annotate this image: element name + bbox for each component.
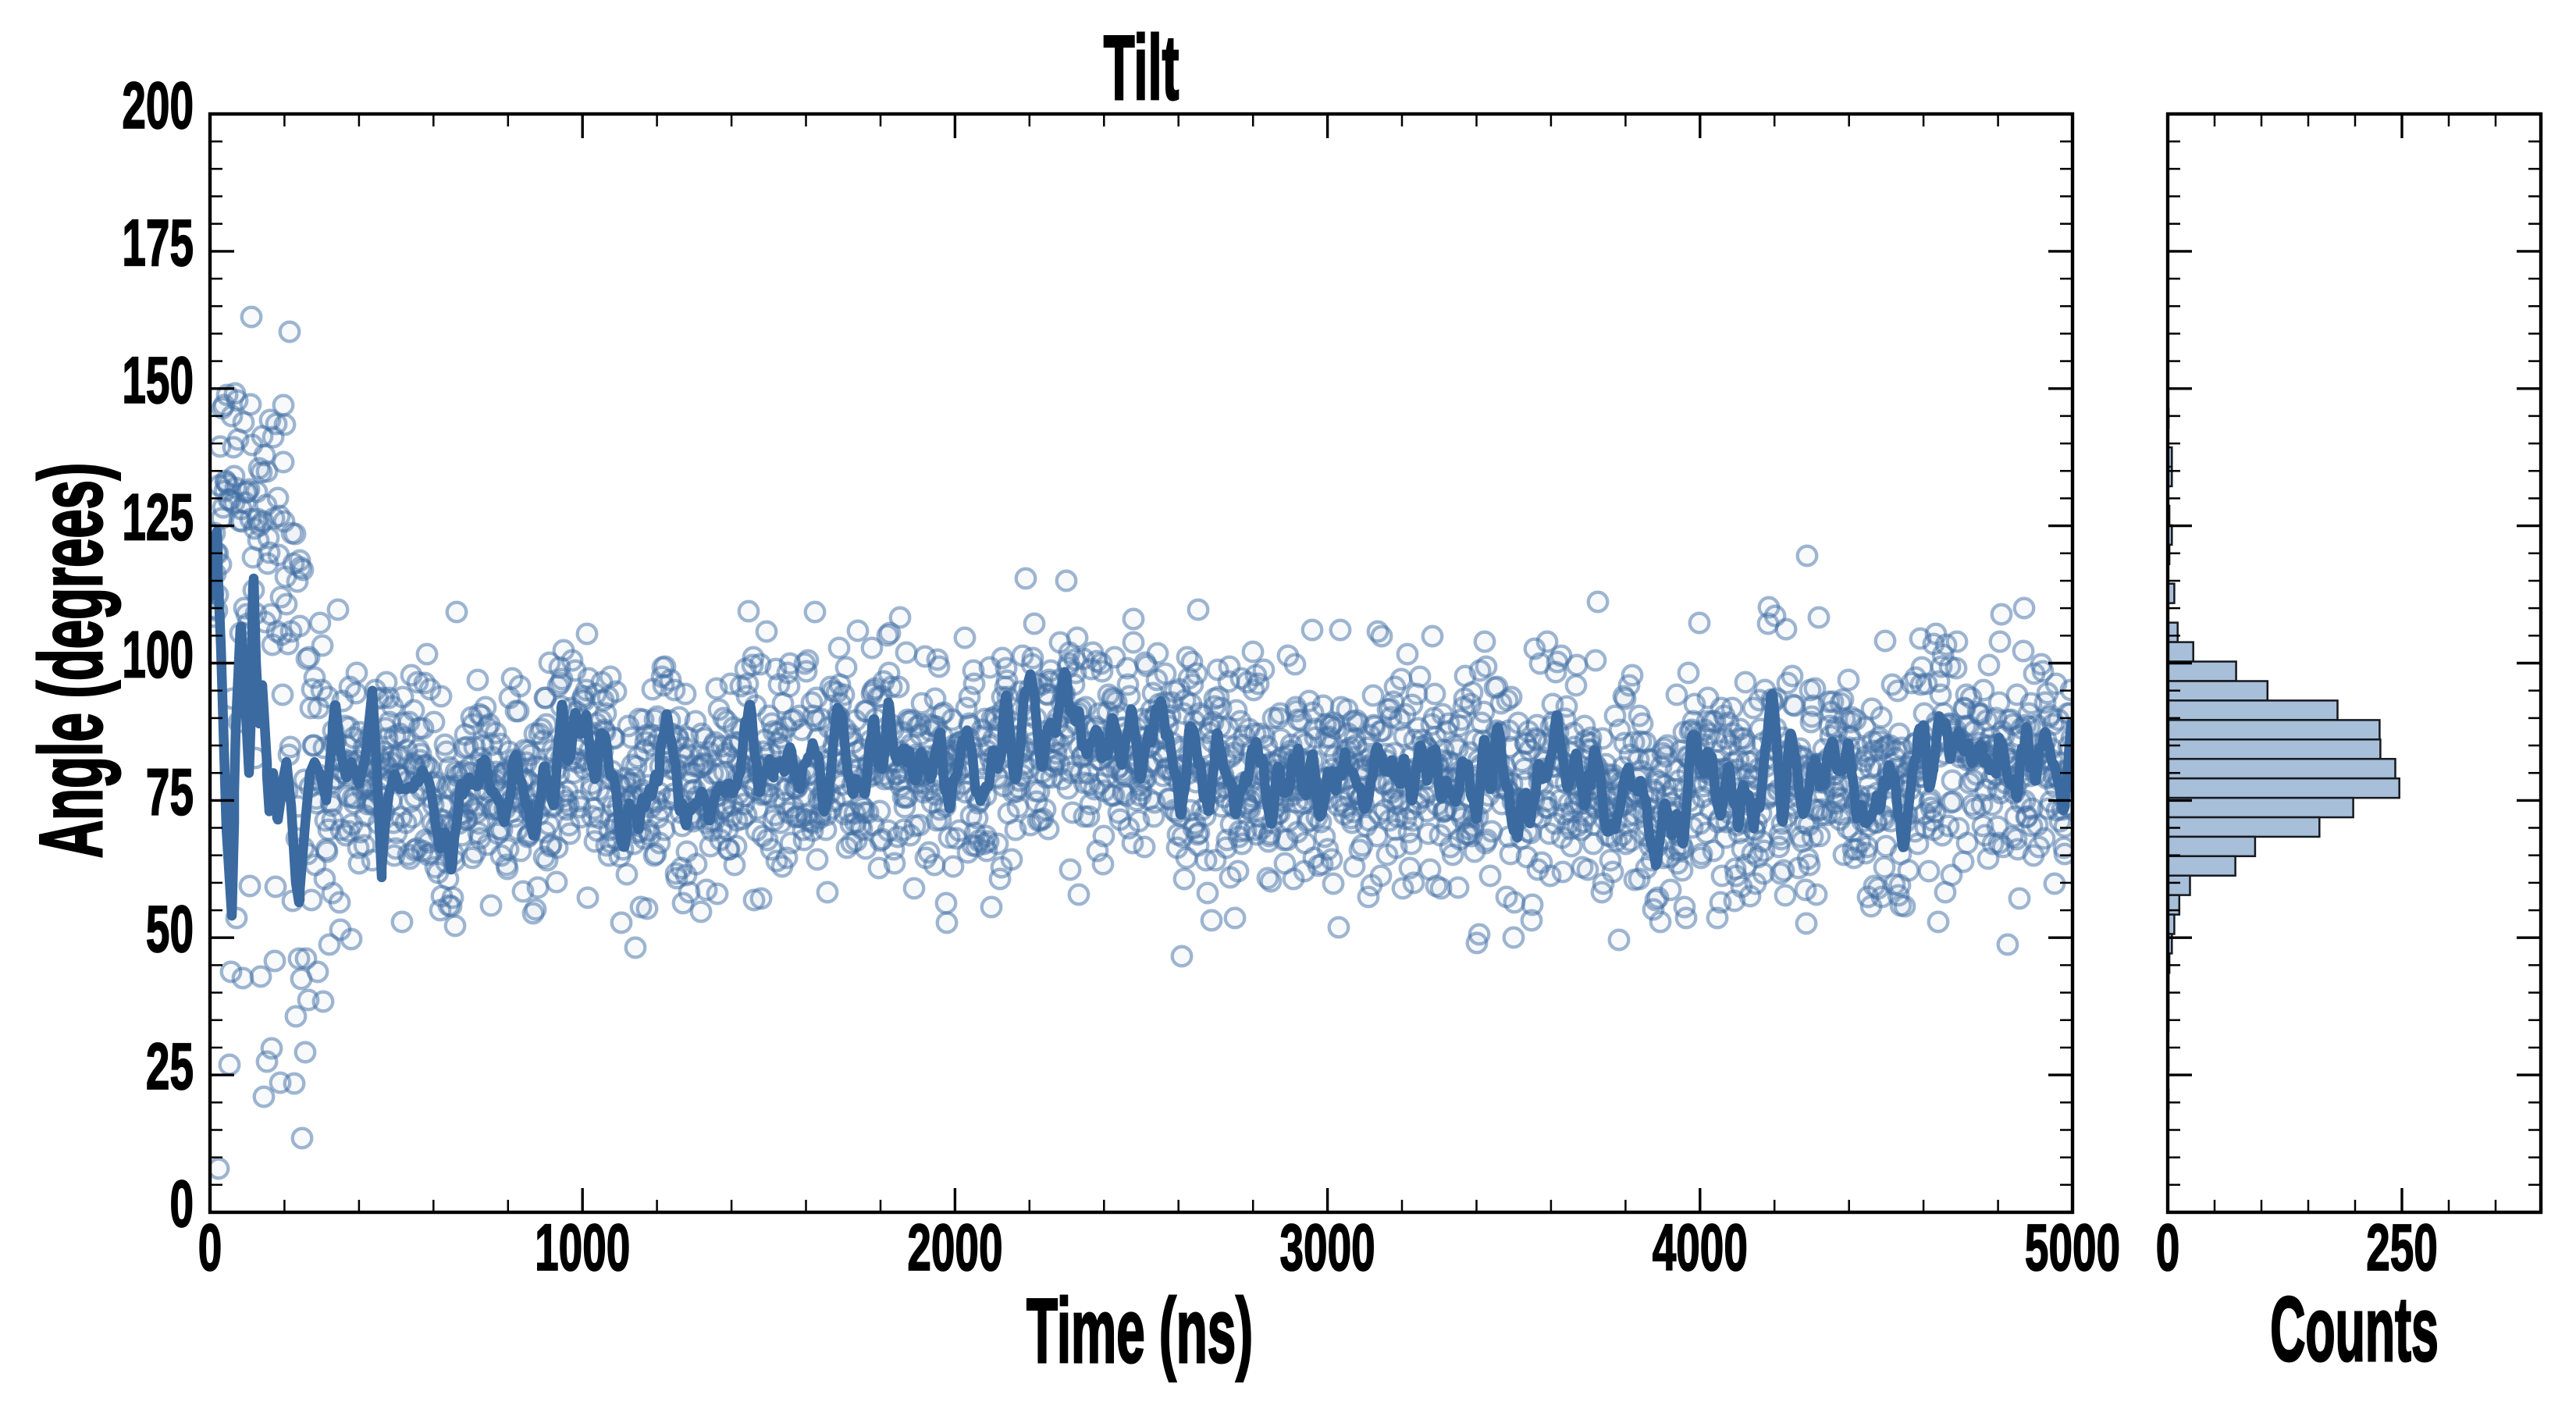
svg-text:125: 125 — [122, 481, 194, 555]
svg-text:150: 150 — [122, 343, 194, 418]
svg-text:2000: 2000 — [907, 1211, 1002, 1285]
svg-text:3000: 3000 — [1280, 1211, 1375, 1285]
svg-text:0: 0 — [2156, 1211, 2180, 1285]
svg-text:Angle (degrees): Angle (degrees) — [20, 463, 120, 859]
svg-text:0: 0 — [169, 1167, 194, 1241]
svg-text:5000: 5000 — [2025, 1211, 2120, 1285]
svg-text:75: 75 — [146, 756, 194, 830]
svg-text:Counts: Counts — [2270, 1278, 2439, 1380]
svg-text:0: 0 — [198, 1211, 222, 1285]
svg-text:100: 100 — [122, 618, 194, 692]
svg-text:200: 200 — [122, 69, 194, 143]
svg-text:1000: 1000 — [535, 1211, 630, 1285]
svg-text:4000: 4000 — [1653, 1211, 1748, 1285]
svg-text:250: 250 — [2366, 1211, 2438, 1285]
svg-text:25: 25 — [146, 1030, 194, 1104]
svg-text:175: 175 — [122, 206, 194, 280]
svg-text:50: 50 — [146, 892, 194, 966]
svg-text:Tilt: Tilt — [1104, 17, 1179, 119]
svg-text:Time (ns): Time (ns) — [1026, 1280, 1253, 1382]
